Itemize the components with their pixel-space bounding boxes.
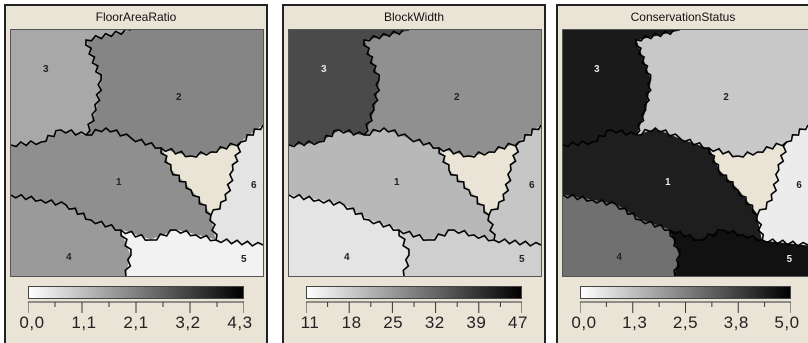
legend-ticks (28, 301, 244, 315)
region-boundary (563, 126, 808, 247)
legend-ticks (306, 301, 522, 315)
legend-label: 1,1 (71, 313, 97, 332)
region-boundary (756, 141, 788, 216)
legend-label: 5,0 (774, 313, 800, 332)
region-boundary (634, 30, 680, 136)
color-legend: 0,0 1,3 2,5 3,8 5,0 (571, 283, 799, 341)
region-label: 1 (116, 177, 122, 188)
panel-title: FloorAreaRatio (95, 10, 177, 24)
color-legend: 0,0 1,1 2,1 3,2 4,3 (19, 283, 252, 341)
region-boundary (11, 193, 217, 242)
legend-label: 3,8 (723, 313, 749, 332)
region-boundary (708, 124, 808, 158)
region-boundary (84, 30, 131, 136)
panel-title: BlockWidth (383, 10, 445, 24)
legend-label: 0,0 (571, 313, 597, 332)
legend-label: 2,1 (123, 313, 149, 332)
region-label: 4 (66, 252, 72, 263)
region-label: 6 (251, 180, 257, 191)
region-boundary (563, 193, 763, 242)
legend-label: 1,3 (622, 313, 648, 332)
region-label: 5 (787, 254, 793, 265)
region-boundary (488, 141, 520, 216)
region-boundary (120, 229, 132, 276)
region-label: 2 (176, 92, 182, 103)
legend-labels: 0,0 1,1 2,1 3,2 4,3 (12, 313, 260, 337)
legend-labels: 0,0 1,3 2,5 3,8 5,0 (564, 313, 807, 337)
legend-label: 11 (300, 313, 320, 332)
region-boundary (669, 229, 681, 276)
region-label: 5 (519, 254, 525, 265)
legend-label: 4,3 (227, 313, 253, 332)
legend-label: 47 (508, 313, 528, 332)
region-label: 1 (394, 177, 400, 188)
color-legend: 11 18 25 32 39 47 (301, 283, 527, 341)
region-label: 6 (796, 180, 802, 191)
legend-label: 25 (383, 313, 404, 332)
map-panel-block-width: BlockWidth 1 2 3 4 5 6 11 18 25 32 39 47 (282, 4, 546, 343)
legend-ticks (580, 301, 791, 315)
region-label: 4 (616, 252, 622, 263)
legend-label: 18 (341, 313, 362, 332)
region-boundary (160, 124, 263, 158)
region-boundary (289, 193, 495, 242)
legend-gradient-bar (580, 286, 791, 299)
map-panel-conservation-status: ConservationStatus 1 2 3 4 5 6 0,0 1,3 2,5 3,… (556, 4, 808, 343)
region-label: 2 (454, 92, 460, 103)
choropleth-map[interactable]: 1 2 3 4 5 6 (10, 29, 264, 277)
region-label: 5 (241, 254, 247, 265)
legend-label: 2,5 (672, 313, 699, 332)
legend-label: 3,2 (175, 313, 201, 332)
legend-gradient-bar (306, 286, 522, 299)
region-boundary (438, 124, 541, 158)
region-label: 3 (594, 64, 600, 75)
legend-label: 0,0 (19, 313, 45, 332)
legend-label: 39 (466, 313, 487, 332)
legend-labels: 11 18 25 32 39 47 (290, 313, 538, 337)
panel-title: ConservationStatus (630, 10, 736, 24)
choropleth-map[interactable]: 1 2 3 4 5 6 (562, 29, 808, 277)
map-panel-floor-area-ratio: FloorAreaRatio 1 2 3 4 5 6 0,0 1,1 2,1 3,2 4,… (4, 4, 268, 343)
region-label: 1 (665, 177, 671, 188)
region-label: 4 (344, 252, 350, 263)
region-label: 3 (43, 64, 49, 75)
region-boundary (362, 30, 409, 136)
legend-gradient-bar (28, 286, 244, 299)
region-label: 2 (723, 92, 729, 103)
region-label: 6 (529, 180, 535, 191)
region-label: 3 (321, 64, 327, 75)
legend-label: 32 (424, 313, 445, 332)
choropleth-map[interactable]: 1 2 3 4 5 6 (288, 29, 542, 277)
region-boundary (210, 141, 242, 216)
region-boundary (398, 229, 410, 276)
